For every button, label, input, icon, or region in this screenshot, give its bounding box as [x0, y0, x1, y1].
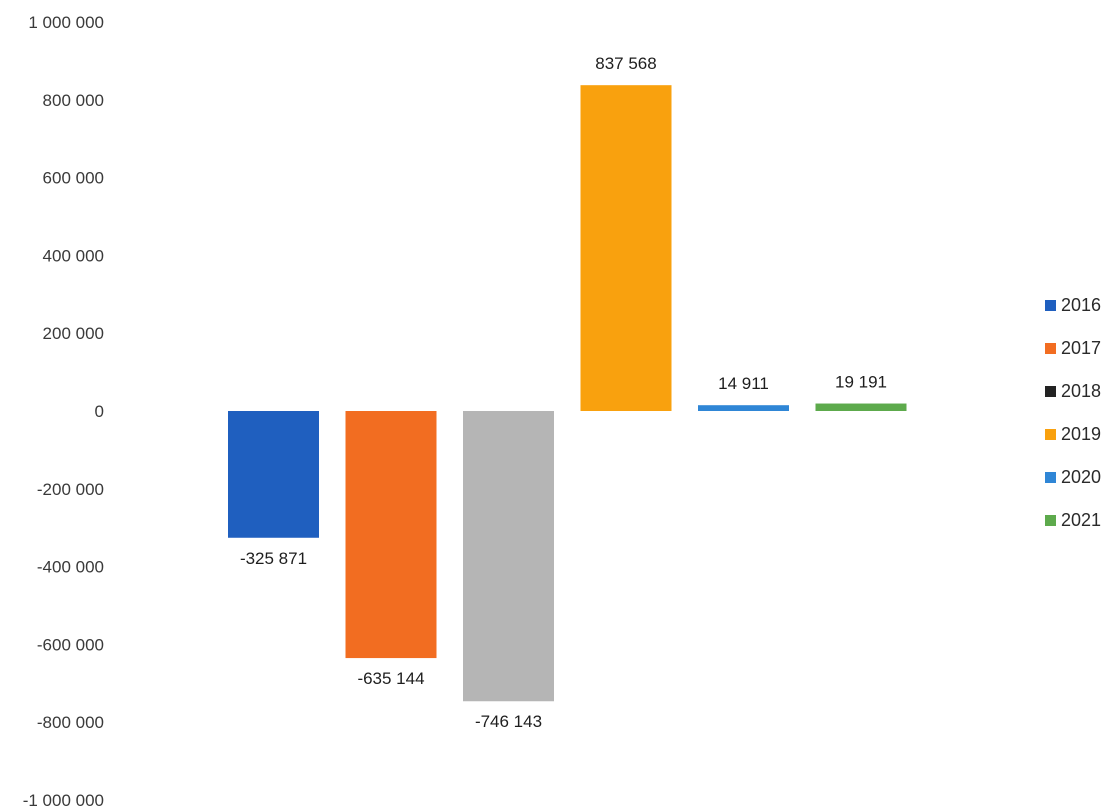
legend-swatch-2016 — [1045, 300, 1056, 311]
y-tick-label: 800 000 — [43, 91, 104, 110]
bar-2020 — [698, 405, 789, 411]
y-tick-label: -600 000 — [37, 635, 104, 654]
y-tick-label: 1 000 000 — [28, 13, 104, 32]
legend-swatch-2021 — [1045, 515, 1056, 526]
y-tick-label: -800 000 — [37, 713, 104, 732]
y-tick-label: -200 000 — [37, 480, 104, 499]
data-label-2020: 14 911 — [718, 374, 769, 393]
y-tick-label: 200 000 — [43, 324, 104, 343]
bar-2021 — [815, 403, 907, 411]
legend-swatch-2017 — [1045, 343, 1056, 354]
legend: 2016 2017 2018 2019 2020 2021 — [1045, 295, 1101, 530]
bar-2018 — [463, 411, 554, 702]
data-label-2017: -635 144 — [357, 669, 424, 688]
bar-2019 — [580, 85, 672, 412]
y-tick-label: 0 — [95, 402, 104, 421]
y-tick-label: 400 000 — [43, 246, 104, 265]
legend-swatch-2020 — [1045, 472, 1056, 483]
y-tick-label: -1 000 000 — [23, 791, 104, 809]
data-label-2021: 19 191 — [835, 373, 887, 392]
data-label-2016: -325 871 — [240, 549, 307, 568]
legend-label-2016: 2016 — [1061, 295, 1101, 315]
bar-2016 — [228, 411, 319, 538]
data-labels: -325 871 -635 144 -746 143 837 568 14 911 19 … — [240, 54, 887, 731]
data-label-2019: 837 568 — [595, 54, 656, 73]
y-axis: 1 000 000 800 000 600 000 400 000 200 000 0 -2… — [23, 13, 104, 809]
y-tick-label: 600 000 — [43, 169, 104, 188]
legend-label-2017: 2017 — [1061, 338, 1101, 358]
y-tick-label: -400 000 — [37, 558, 104, 577]
legend-label-2021: 2021 — [1061, 510, 1101, 530]
data-label-2018: -746 143 — [475, 712, 542, 731]
legend-label-2019: 2019 — [1061, 424, 1101, 444]
legend-label-2020: 2020 — [1061, 467, 1101, 487]
legend-swatch-2018 — [1045, 386, 1056, 397]
bars — [228, 85, 907, 702]
legend-swatch-2019 — [1045, 429, 1056, 440]
bar-2017 — [345, 411, 437, 659]
legend-label-2018: 2018 — [1061, 381, 1101, 401]
